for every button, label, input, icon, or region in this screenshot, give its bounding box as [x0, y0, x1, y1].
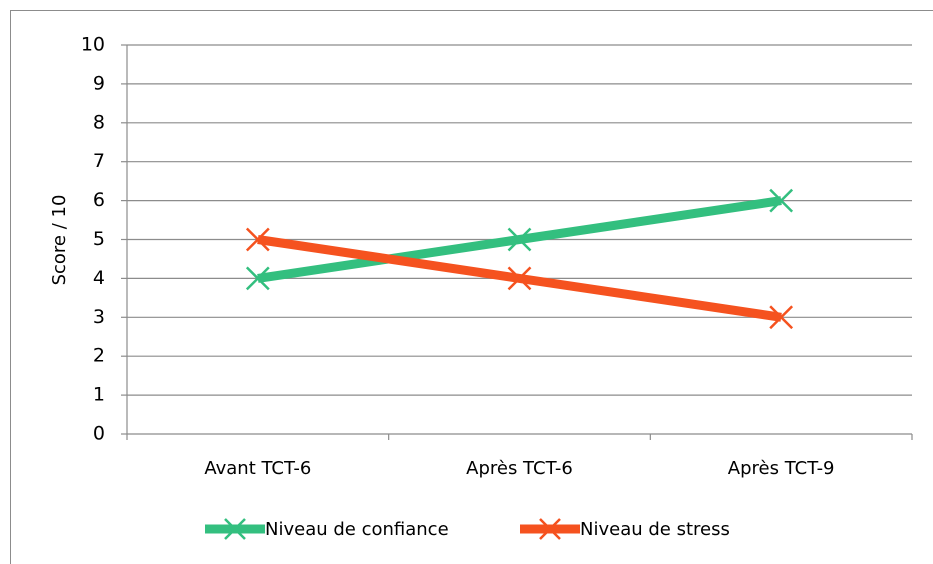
marker [507, 266, 532, 291]
x-tick-label: Après TCT-6 [466, 458, 573, 479]
chart-border [10, 10, 933, 564]
x-tick-label: Avant TCT-6 [204, 458, 311, 479]
marker [245, 266, 270, 291]
y-tick-label: 2 [93, 345, 105, 367]
legend-marker [539, 518, 561, 540]
y-tick-label: 7 [93, 150, 105, 172]
y-tick-label: 1 [93, 384, 105, 406]
y-tick-label: 9 [93, 72, 105, 94]
marker [245, 227, 270, 252]
y-tick-label: 3 [93, 306, 105, 328]
marker [507, 227, 532, 252]
x-tick-label: Après TCT-9 [728, 458, 835, 479]
legend-label: Niveau de confiance [265, 519, 449, 540]
legend-label: Niveau de stress [580, 519, 730, 540]
legend-marker [224, 518, 246, 540]
marker [769, 305, 794, 330]
y-tick-label: 5 [93, 228, 105, 250]
y-tick-label: 10 [81, 34, 105, 56]
y-tick-label: 8 [93, 111, 105, 133]
y-tick-label: 0 [93, 423, 105, 445]
y-tick-label: 4 [93, 267, 105, 289]
marker [769, 188, 794, 213]
y-axis-label: Score / 10 [49, 195, 70, 286]
y-tick-label: 6 [93, 189, 105, 211]
